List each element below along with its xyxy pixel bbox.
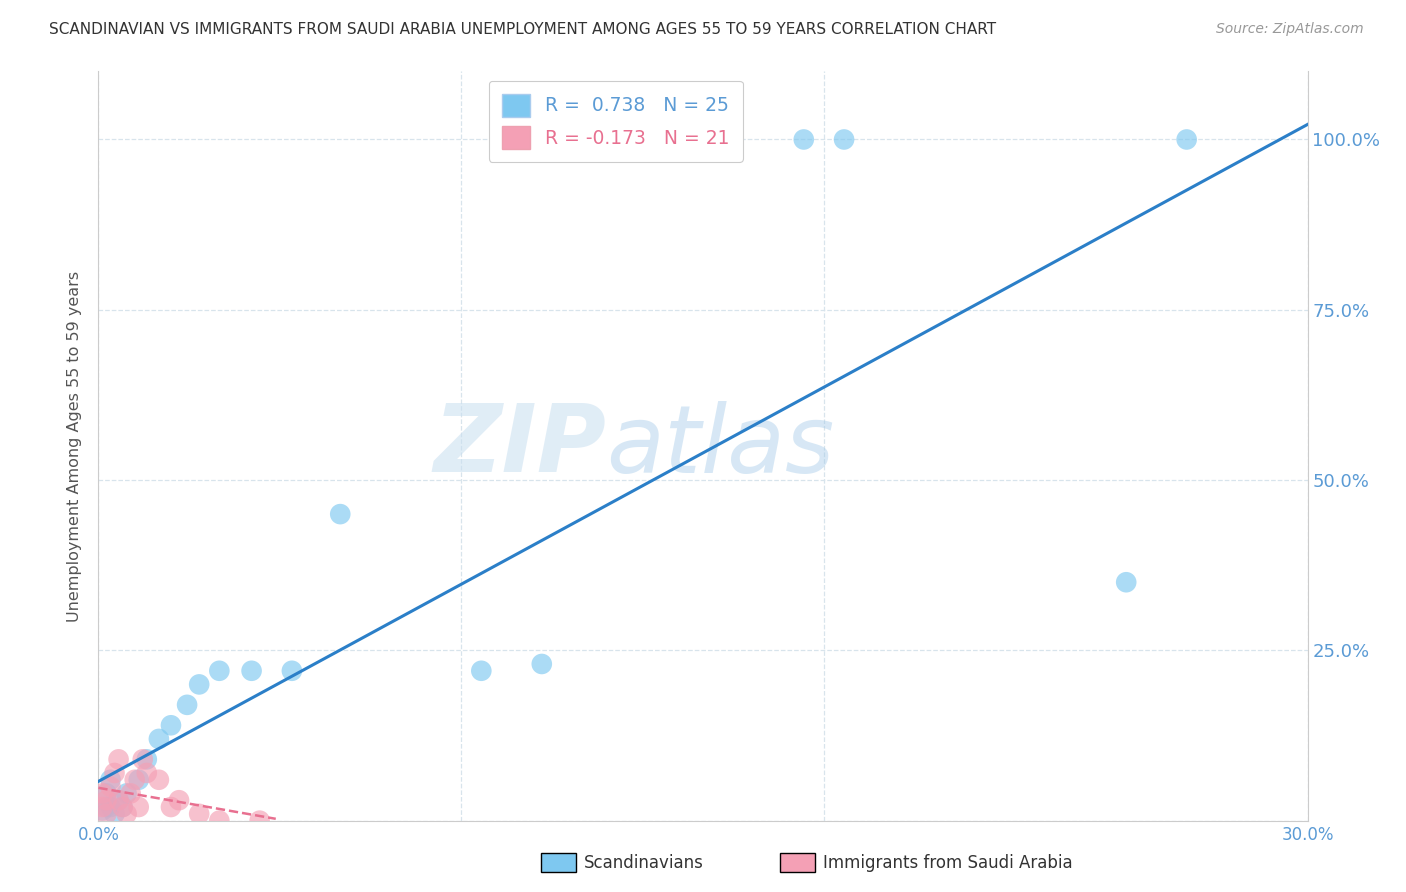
Point [103,766,125,780]
Point [329,507,352,521]
Point [832,132,855,146]
Point [135,752,157,766]
Text: atlas: atlas [606,401,835,491]
Point [96,800,118,814]
Point [530,657,553,671]
Point [240,664,263,678]
Y-axis label: Unemployment Among Ages 55 to 59 years: Unemployment Among Ages 55 to 59 years [67,270,83,622]
Point [188,806,211,821]
Point [96,793,118,807]
Point [281,664,304,678]
Point [107,793,129,807]
Point [100,772,122,787]
Point [96,806,118,821]
Point [249,814,271,828]
Point [91,800,114,814]
Point [135,766,157,780]
Point [167,793,190,807]
Point [208,664,231,678]
Point [111,800,134,814]
Point [103,806,125,821]
Point [188,677,211,691]
Point [1175,132,1198,146]
Text: Immigrants from Saudi Arabia: Immigrants from Saudi Arabia [823,854,1073,871]
Point [208,814,231,828]
Point [176,698,198,712]
Text: Source: ZipAtlas.com: Source: ZipAtlas.com [1216,22,1364,37]
Point [128,800,150,814]
Text: ZIP: ZIP [433,400,606,492]
Point [148,731,170,746]
Point [793,132,815,146]
Point [1115,575,1137,590]
Text: SCANDINAVIAN VS IMMIGRANTS FROM SAUDI ARABIA UNEMPLOYMENT AMONG AGES 55 TO 59 YE: SCANDINAVIAN VS IMMIGRANTS FROM SAUDI AR… [49,22,997,37]
Point [91,804,114,818]
Point [470,664,492,678]
Point [96,786,118,800]
Point [124,772,146,787]
Point [100,780,122,794]
Point [115,806,138,821]
Point [100,800,122,814]
Point [107,793,129,807]
Point [111,800,134,814]
Point [148,772,170,787]
Point [160,800,183,814]
Text: Scandinavians: Scandinavians [583,854,703,871]
Point [91,786,114,800]
Point [160,718,183,732]
Point [132,752,155,766]
Point [115,786,138,800]
Point [107,752,129,766]
Point [120,786,142,800]
Point [128,772,150,787]
Legend: R =  0.738   N = 25, R = -0.173   N = 21: R = 0.738 N = 25, R = -0.173 N = 21 [489,81,742,162]
